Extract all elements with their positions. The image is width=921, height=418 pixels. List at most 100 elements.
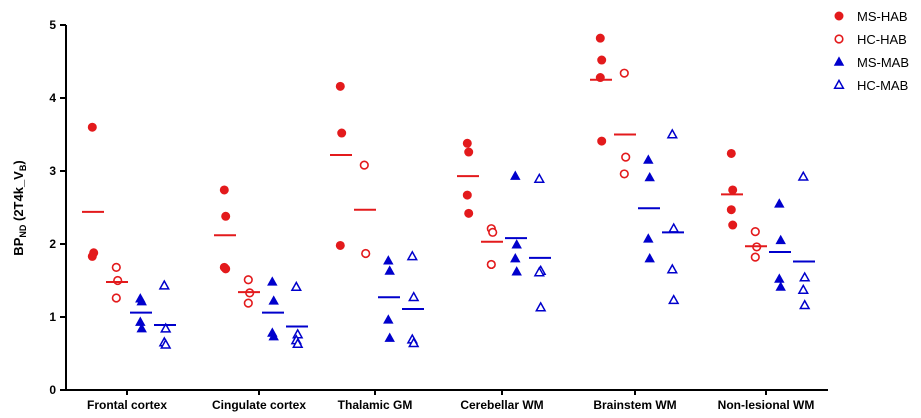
y-axis-title-mid: (2T4k_V xyxy=(11,171,26,225)
data-point-ms-mab xyxy=(268,295,279,305)
data-point-ms-mab xyxy=(511,239,522,249)
data-point-hc-mab xyxy=(158,279,170,290)
data-point-ms-hab xyxy=(597,136,607,146)
data-point-ms-hab xyxy=(726,205,736,215)
y-axis-title-main: BP xyxy=(11,237,26,255)
data-point-hc-mab xyxy=(535,301,547,312)
data-point-hc-hab xyxy=(750,252,760,262)
legend-marker-hc-mab xyxy=(833,78,845,89)
data-point-hc-hab xyxy=(111,262,121,272)
data-point-hc-mab xyxy=(668,222,680,233)
data-point-hc-mab xyxy=(292,328,304,339)
data-point-hc-mab xyxy=(406,250,418,261)
legend-label: MS-HAB xyxy=(857,9,908,24)
data-point-hc-hab xyxy=(361,248,371,259)
data-point-ms-hab xyxy=(335,240,345,250)
x-tick-label: Cerebellar WM xyxy=(460,398,543,412)
legend-label: HC-HAB xyxy=(857,32,907,47)
y-axis-title-sub1: ND xyxy=(18,224,28,237)
data-point-ms-mab xyxy=(384,265,395,275)
data-point-hc-mab xyxy=(799,299,811,310)
data-point-ms-hab xyxy=(335,81,345,91)
data-point-hc-mab xyxy=(533,172,545,183)
data-point-hc-mab xyxy=(533,266,545,277)
data-point-hc-mab xyxy=(668,294,680,305)
legend-marker-ms-hab xyxy=(834,11,844,21)
data-point-ms-hab xyxy=(87,251,97,261)
data-point-ms-hab xyxy=(597,55,607,65)
legend-marker-hc-hab xyxy=(834,34,844,44)
data-point-ms-mab xyxy=(136,296,147,306)
data-point-hc-mab xyxy=(666,128,678,139)
data-point-ms-hab xyxy=(462,138,472,148)
data-point-ms-mab xyxy=(384,332,395,342)
data-point-hc-hab xyxy=(243,275,253,285)
data-point-hc-hab xyxy=(359,160,369,170)
data-point-hc-hab xyxy=(113,275,123,286)
x-tick-label: Non-lesional WM xyxy=(718,398,815,412)
data-point-ms-mab xyxy=(268,331,279,341)
data-point-hc-hab xyxy=(488,227,498,237)
data-point-ms-hab xyxy=(728,220,738,230)
data-point-hc-hab xyxy=(750,226,760,237)
legend-marker-ms-mab xyxy=(833,56,845,66)
data-point-ms-hab xyxy=(726,148,736,158)
data-point-ms-mab xyxy=(644,171,655,182)
data-point-hc-mab xyxy=(797,283,809,294)
data-point-ms-hab xyxy=(219,185,229,195)
data-marks xyxy=(87,33,811,349)
data-point-hc-mab xyxy=(408,291,420,302)
data-point-hc-mab xyxy=(160,322,172,333)
data-point-hc-hab xyxy=(486,259,496,270)
data-point-hc-mab xyxy=(290,280,302,292)
y-ticks: 0 1 2 3 4 5 xyxy=(49,18,66,397)
data-point-ms-hab xyxy=(728,185,738,195)
data-point-ms-mab xyxy=(643,233,654,243)
data-point-ms-hab xyxy=(462,190,472,200)
x-tick-label: Brainstem WM xyxy=(593,398,676,412)
data-point-ms-hab xyxy=(221,264,231,274)
data-point-ms-mab xyxy=(267,276,278,286)
data-point-hc-mab xyxy=(797,170,809,181)
x-ticks: Frontal cortex Cingulate cortex Thalamic G… xyxy=(87,390,814,412)
y-axis-title-sub2: B xyxy=(18,164,28,171)
y-tick-label: 1 xyxy=(49,310,56,324)
data-point-hc-hab xyxy=(619,169,629,179)
data-point-hc-mab xyxy=(408,337,420,348)
data-point-ms-hab xyxy=(87,122,97,132)
data-point-ms-hab xyxy=(464,147,474,157)
axes: 0 1 2 3 4 5 Frontal cortex Cingulate cortex Tha… xyxy=(49,18,828,412)
data-point-hc-hab xyxy=(243,298,253,308)
data-point-ms-mab xyxy=(774,198,785,208)
data-point-hc-mab xyxy=(160,338,172,349)
x-tick-label: Thalamic GM xyxy=(338,398,413,412)
data-point-ms-mab xyxy=(383,255,394,265)
data-point-hc-hab xyxy=(621,152,631,162)
data-point-ms-mab xyxy=(643,154,654,164)
data-point-hc-hab xyxy=(111,293,121,303)
data-point-ms-mab xyxy=(775,234,786,245)
legend-label: HC-MAB xyxy=(857,78,908,93)
legend: MS-HAB HC-HAB MS-MAB HC-MAB xyxy=(833,9,909,93)
data-point-ms-hab xyxy=(337,128,347,138)
data-point-ms-hab xyxy=(221,211,231,221)
data-point-ms-mab xyxy=(511,266,522,276)
legend-label: MS-MAB xyxy=(857,55,909,70)
data-point-ms-mab xyxy=(383,314,394,324)
data-point-ms-mab xyxy=(644,252,655,263)
x-tick-label: Frontal cortex xyxy=(87,398,167,412)
data-point-ms-mab xyxy=(774,273,785,283)
data-point-hc-mab xyxy=(292,337,304,348)
data-point-ms-hab xyxy=(464,208,474,218)
y-tick-label: 3 xyxy=(49,164,56,178)
y-tick-label: 2 xyxy=(49,237,56,251)
data-point-hc-mab xyxy=(666,263,678,274)
data-point-ms-hab xyxy=(595,33,605,43)
data-point-ms-mab xyxy=(510,252,521,263)
data-point-hc-mab xyxy=(799,271,811,282)
data-point-ms-mab xyxy=(510,170,521,180)
data-point-ms-mab xyxy=(775,281,786,291)
y-tick-label: 0 xyxy=(49,383,56,397)
